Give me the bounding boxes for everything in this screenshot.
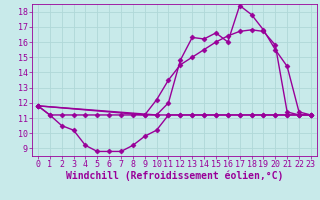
X-axis label: Windchill (Refroidissement éolien,°C): Windchill (Refroidissement éolien,°C) xyxy=(66,171,283,181)
